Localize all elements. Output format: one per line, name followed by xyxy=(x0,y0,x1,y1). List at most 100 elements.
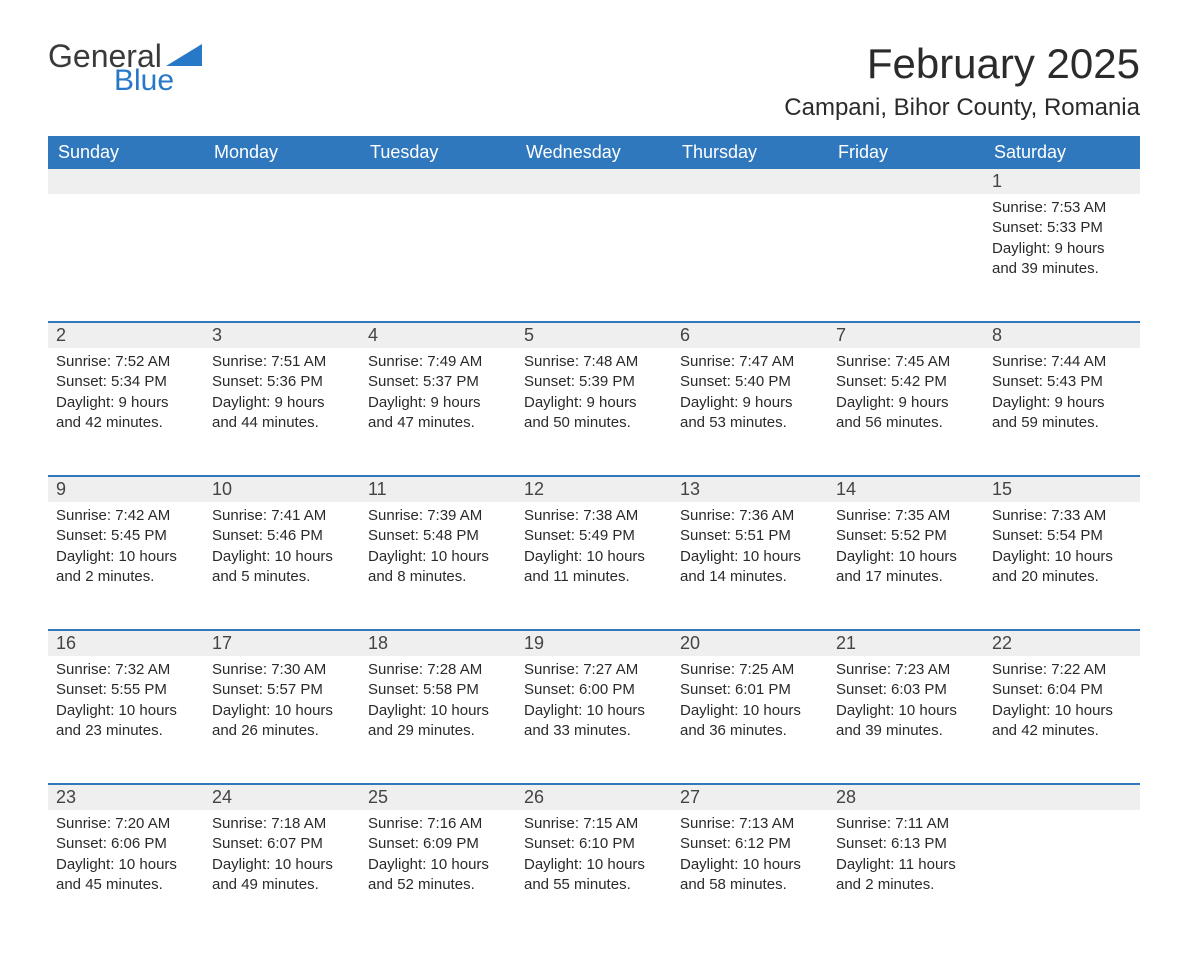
logo-word-blue: Blue xyxy=(114,66,202,96)
day-cell: Sunrise: 7:30 AMSunset: 5:57 PMDaylight:… xyxy=(204,656,360,784)
day-number: 15 xyxy=(984,476,1140,502)
logo-triangle-icon xyxy=(166,44,202,66)
empty-cell xyxy=(516,194,672,322)
day-number: 19 xyxy=(516,630,672,656)
empty-cell xyxy=(48,194,204,322)
day-info: Sunrise: 7:53 AMSunset: 5:33 PMDaylight:… xyxy=(984,194,1140,297)
location-line: Campani, Bihor County, Romania xyxy=(784,94,1140,122)
day-number-row: 9101112131415 xyxy=(48,476,1140,502)
title-block: February 2025 Campani, Bihor County, Rom… xyxy=(784,40,1140,132)
day-info: Sunrise: 7:44 AMSunset: 5:43 PMDaylight:… xyxy=(984,348,1140,451)
empty-cell xyxy=(984,784,1140,810)
day-number: 9 xyxy=(48,476,204,502)
weekday-header: Thursday xyxy=(672,136,828,169)
day-info-row: Sunrise: 7:52 AMSunset: 5:34 PMDaylight:… xyxy=(48,348,1140,476)
day-number: 17 xyxy=(204,630,360,656)
day-info-row: Sunrise: 7:53 AMSunset: 5:33 PMDaylight:… xyxy=(48,194,1140,322)
day-cell: Sunrise: 7:53 AMSunset: 5:33 PMDaylight:… xyxy=(984,194,1140,322)
day-cell: Sunrise: 7:16 AMSunset: 6:09 PMDaylight:… xyxy=(360,810,516,938)
day-cell: Sunrise: 7:47 AMSunset: 5:40 PMDaylight:… xyxy=(672,348,828,476)
day-number: 11 xyxy=(360,476,516,502)
day-cell: Sunrise: 7:33 AMSunset: 5:54 PMDaylight:… xyxy=(984,502,1140,630)
day-info: Sunrise: 7:33 AMSunset: 5:54 PMDaylight:… xyxy=(984,502,1140,605)
day-cell: Sunrise: 7:35 AMSunset: 5:52 PMDaylight:… xyxy=(828,502,984,630)
day-number: 21 xyxy=(828,630,984,656)
empty-cell xyxy=(204,169,360,194)
day-info: Sunrise: 7:13 AMSunset: 6:12 PMDaylight:… xyxy=(672,810,828,913)
day-number: 23 xyxy=(48,784,204,810)
day-number: 24 xyxy=(204,784,360,810)
day-cell: Sunrise: 7:22 AMSunset: 6:04 PMDaylight:… xyxy=(984,656,1140,784)
day-number: 4 xyxy=(360,322,516,348)
day-info: Sunrise: 7:20 AMSunset: 6:06 PMDaylight:… xyxy=(48,810,204,913)
empty-cell xyxy=(360,169,516,194)
day-cell: Sunrise: 7:11 AMSunset: 6:13 PMDaylight:… xyxy=(828,810,984,938)
day-cell: Sunrise: 7:45 AMSunset: 5:42 PMDaylight:… xyxy=(828,348,984,476)
day-number: 27 xyxy=(672,784,828,810)
day-cell: Sunrise: 7:44 AMSunset: 5:43 PMDaylight:… xyxy=(984,348,1140,476)
day-number: 5 xyxy=(516,322,672,348)
day-number: 1 xyxy=(984,169,1140,194)
day-number: 25 xyxy=(360,784,516,810)
weekday-header: Wednesday xyxy=(516,136,672,169)
weekday-header-row: SundayMondayTuesdayWednesdayThursdayFrid… xyxy=(48,136,1140,169)
day-info: Sunrise: 7:35 AMSunset: 5:52 PMDaylight:… xyxy=(828,502,984,605)
weekday-header: Monday xyxy=(204,136,360,169)
day-number: 6 xyxy=(672,322,828,348)
day-cell: Sunrise: 7:25 AMSunset: 6:01 PMDaylight:… xyxy=(672,656,828,784)
logo: General Blue xyxy=(48,40,202,96)
day-info-row: Sunrise: 7:32 AMSunset: 5:55 PMDaylight:… xyxy=(48,656,1140,784)
day-info: Sunrise: 7:42 AMSunset: 5:45 PMDaylight:… xyxy=(48,502,204,605)
day-number: 2 xyxy=(48,322,204,348)
day-cell: Sunrise: 7:13 AMSunset: 6:12 PMDaylight:… xyxy=(672,810,828,938)
day-info: Sunrise: 7:38 AMSunset: 5:49 PMDaylight:… xyxy=(516,502,672,605)
day-number: 16 xyxy=(48,630,204,656)
weekday-header: Friday xyxy=(828,136,984,169)
day-info: Sunrise: 7:11 AMSunset: 6:13 PMDaylight:… xyxy=(828,810,984,913)
day-info: Sunrise: 7:47 AMSunset: 5:40 PMDaylight:… xyxy=(672,348,828,451)
day-cell: Sunrise: 7:51 AMSunset: 5:36 PMDaylight:… xyxy=(204,348,360,476)
day-info: Sunrise: 7:36 AMSunset: 5:51 PMDaylight:… xyxy=(672,502,828,605)
day-number-row: 232425262728 xyxy=(48,784,1140,810)
weekday-header: Sunday xyxy=(48,136,204,169)
day-number: 7 xyxy=(828,322,984,348)
empty-cell xyxy=(48,169,204,194)
empty-cell xyxy=(360,194,516,322)
day-number: 22 xyxy=(984,630,1140,656)
day-info: Sunrise: 7:28 AMSunset: 5:58 PMDaylight:… xyxy=(360,656,516,759)
day-info: Sunrise: 7:25 AMSunset: 6:01 PMDaylight:… xyxy=(672,656,828,759)
day-cell: Sunrise: 7:52 AMSunset: 5:34 PMDaylight:… xyxy=(48,348,204,476)
day-info: Sunrise: 7:48 AMSunset: 5:39 PMDaylight:… xyxy=(516,348,672,451)
day-cell: Sunrise: 7:38 AMSunset: 5:49 PMDaylight:… xyxy=(516,502,672,630)
empty-cell xyxy=(828,169,984,194)
day-cell: Sunrise: 7:32 AMSunset: 5:55 PMDaylight:… xyxy=(48,656,204,784)
day-cell: Sunrise: 7:36 AMSunset: 5:51 PMDaylight:… xyxy=(672,502,828,630)
day-number: 3 xyxy=(204,322,360,348)
day-cell: Sunrise: 7:27 AMSunset: 6:00 PMDaylight:… xyxy=(516,656,672,784)
day-number-row: 2345678 xyxy=(48,322,1140,348)
day-info-row: Sunrise: 7:42 AMSunset: 5:45 PMDaylight:… xyxy=(48,502,1140,630)
empty-cell xyxy=(516,169,672,194)
day-info: Sunrise: 7:41 AMSunset: 5:46 PMDaylight:… xyxy=(204,502,360,605)
day-info: Sunrise: 7:51 AMSunset: 5:36 PMDaylight:… xyxy=(204,348,360,451)
day-cell: Sunrise: 7:15 AMSunset: 6:10 PMDaylight:… xyxy=(516,810,672,938)
day-cell: Sunrise: 7:41 AMSunset: 5:46 PMDaylight:… xyxy=(204,502,360,630)
day-info: Sunrise: 7:52 AMSunset: 5:34 PMDaylight:… xyxy=(48,348,204,451)
day-cell: Sunrise: 7:49 AMSunset: 5:37 PMDaylight:… xyxy=(360,348,516,476)
empty-cell xyxy=(204,194,360,322)
empty-cell xyxy=(672,169,828,194)
day-info: Sunrise: 7:23 AMSunset: 6:03 PMDaylight:… xyxy=(828,656,984,759)
day-cell: Sunrise: 7:28 AMSunset: 5:58 PMDaylight:… xyxy=(360,656,516,784)
day-info: Sunrise: 7:49 AMSunset: 5:37 PMDaylight:… xyxy=(360,348,516,451)
day-info-row: Sunrise: 7:20 AMSunset: 6:06 PMDaylight:… xyxy=(48,810,1140,938)
day-cell: Sunrise: 7:48 AMSunset: 5:39 PMDaylight:… xyxy=(516,348,672,476)
day-number: 8 xyxy=(984,322,1140,348)
day-info: Sunrise: 7:39 AMSunset: 5:48 PMDaylight:… xyxy=(360,502,516,605)
day-number: 28 xyxy=(828,784,984,810)
day-cell: Sunrise: 7:42 AMSunset: 5:45 PMDaylight:… xyxy=(48,502,204,630)
day-info: Sunrise: 7:30 AMSunset: 5:57 PMDaylight:… xyxy=(204,656,360,759)
day-number: 20 xyxy=(672,630,828,656)
empty-cell xyxy=(672,194,828,322)
day-number: 13 xyxy=(672,476,828,502)
day-info: Sunrise: 7:16 AMSunset: 6:09 PMDaylight:… xyxy=(360,810,516,913)
